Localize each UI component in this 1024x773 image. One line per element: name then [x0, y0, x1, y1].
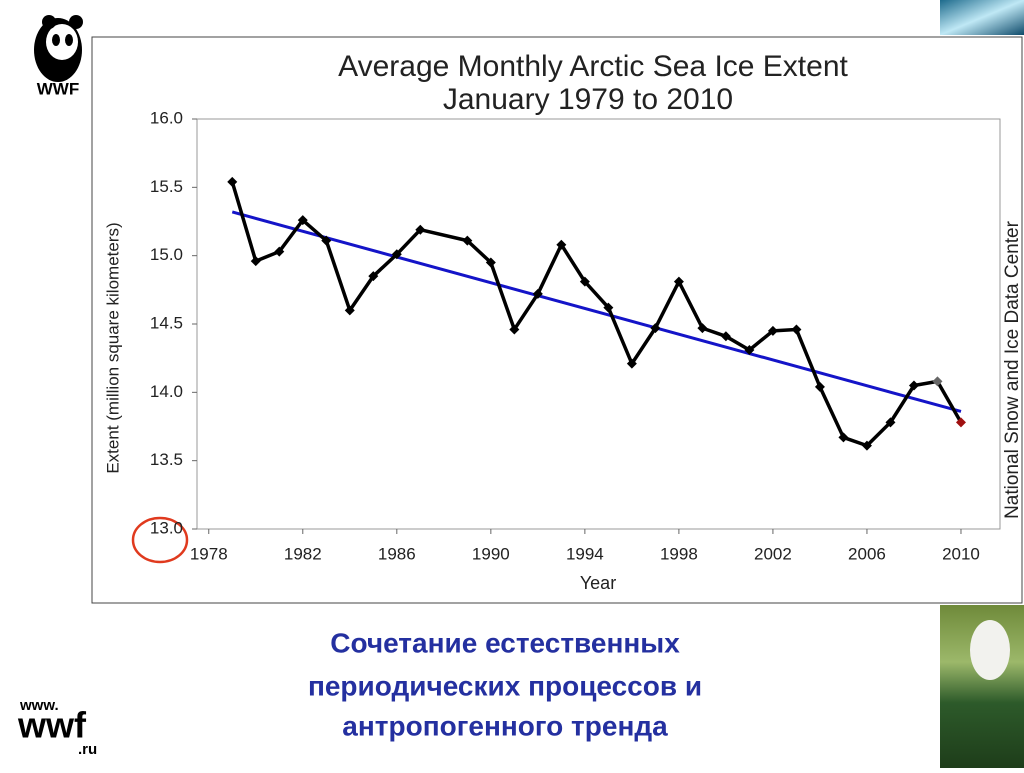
- chart-subtitle: January 1979 to 2010: [443, 83, 733, 116]
- data-point: [626, 358, 637, 369]
- data-point: [250, 256, 261, 267]
- data-point: [603, 302, 614, 313]
- x-tick-label: 1986: [378, 544, 416, 563]
- footer-name: wwf: [17, 705, 87, 746]
- chart-title: Average Monthly Arctic Sea Ice Extent: [338, 50, 848, 83]
- data-point: [462, 235, 473, 246]
- x-axis-label: Year: [580, 573, 616, 593]
- data-point: [227, 176, 238, 187]
- y-axis-label: Extent (million square kilometers): [103, 222, 122, 473]
- caption-line: периодических процессов и: [308, 670, 702, 701]
- data-point: [509, 324, 520, 335]
- data-point: [297, 215, 308, 226]
- caption-line: антропогенного тренда: [342, 710, 668, 741]
- data-point: [838, 432, 849, 443]
- photo-water: [940, 0, 1024, 35]
- y-tick-label: 15.5: [150, 177, 183, 196]
- x-tick-label: 1998: [660, 544, 698, 563]
- data-point: [885, 417, 896, 428]
- y-tick-label: 14.0: [150, 382, 183, 401]
- data-point: [485, 257, 496, 268]
- caption-line: Сочетание естественных: [330, 627, 680, 658]
- chart-frame: [91, 36, 1023, 604]
- y-tick-label: 13.0: [150, 518, 183, 537]
- y-tick-label: 16.0: [150, 108, 183, 127]
- data-point: [650, 323, 661, 334]
- data-point: [274, 246, 285, 257]
- data-point: [532, 288, 543, 299]
- plot: 13.0 13.5 14.0 14.5 15.0 15.5 16.0 1978 1982 1986…: [150, 108, 980, 563]
- footer-suffix: .ru: [78, 741, 97, 758]
- data-point: [579, 276, 590, 287]
- y-tick-label: 15.0: [150, 245, 183, 264]
- data-point: [955, 417, 966, 428]
- trend-line: [231, 210, 962, 413]
- x-tick-label: 1990: [472, 544, 510, 563]
- source-label: National Snow and Ice Data Center: [1002, 220, 1023, 519]
- x-tick-label: 2010: [942, 544, 980, 563]
- data-point: [908, 380, 919, 391]
- data-point: [932, 376, 943, 387]
- data-point: [814, 381, 825, 392]
- data-point: [321, 235, 332, 246]
- y-tick-label: 13.5: [150, 450, 183, 469]
- data-point: [861, 440, 872, 451]
- data-point: [415, 224, 426, 235]
- data-point: [673, 276, 684, 287]
- x-tick-label: 1978: [190, 544, 228, 563]
- photo-bird: [970, 620, 1010, 680]
- x-tick-label: 1994: [566, 544, 604, 563]
- data-point: [791, 324, 802, 335]
- x-tick-label: 2002: [754, 544, 792, 563]
- data-point: [767, 325, 778, 336]
- logo-text: WWF: [37, 79, 79, 98]
- y-tick-label: 14.5: [150, 313, 183, 332]
- data-point: [720, 331, 731, 342]
- data-point: [744, 344, 755, 355]
- highlight-circle: [131, 516, 189, 564]
- x-tick-label: 2006: [848, 544, 886, 563]
- data-point: [697, 323, 708, 334]
- data-point: [344, 305, 355, 316]
- data-point: [391, 249, 402, 260]
- wwf-logo: WWF: [34, 15, 83, 98]
- x-tick-label: 1982: [284, 544, 322, 563]
- data-point: [556, 239, 567, 250]
- data-point: [368, 271, 379, 282]
- footer-prefix: www.: [19, 697, 59, 714]
